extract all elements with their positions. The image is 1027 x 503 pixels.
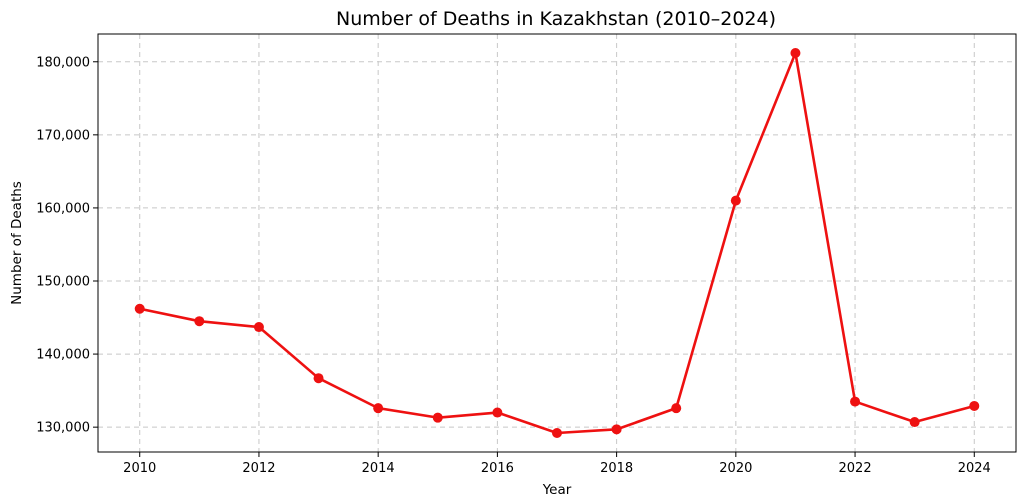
- y-tick-label: 160,000: [36, 201, 90, 216]
- y-axis-label: Number of Deaths: [9, 181, 25, 305]
- y-tick-label: 180,000: [36, 55, 90, 70]
- x-tick-label: 2010: [123, 461, 156, 476]
- x-axis-ticks: 2010 2012 2014 2016 2018 2020 2022 2024: [123, 452, 991, 476]
- data-point: [492, 407, 503, 418]
- x-tick-label: 2022: [839, 461, 872, 476]
- data-point: [969, 400, 980, 411]
- x-axis-label: Year: [542, 482, 572, 498]
- series-line: [138, 51, 976, 435]
- data-point: [313, 373, 324, 384]
- data-point: [730, 195, 741, 206]
- data-point: [850, 396, 861, 407]
- x-tick-label: 2012: [242, 461, 275, 476]
- series-layer: [134, 48, 980, 438]
- grid: [98, 34, 1016, 452]
- data-point: [134, 303, 145, 314]
- x-tick-label: 2016: [481, 461, 514, 476]
- x-tick-label: 2020: [719, 461, 752, 476]
- data-point: [790, 48, 801, 58]
- data-point: [253, 322, 264, 333]
- data-point: [671, 403, 682, 414]
- x-tick-label: 2014: [362, 461, 395, 476]
- data-point: [552, 428, 562, 438]
- data-point: [194, 316, 205, 327]
- plot-frame: [97, 33, 1017, 453]
- y-tick-label: 170,000: [36, 128, 90, 143]
- data-point: [373, 403, 384, 414]
- data-point: [909, 417, 920, 428]
- y-tick-label: 140,000: [36, 348, 90, 363]
- y-tick-label: 130,000: [36, 421, 90, 436]
- data-point: [611, 424, 622, 435]
- x-tick-label: 2024: [958, 461, 991, 476]
- y-tick-label: 150,000: [36, 275, 90, 290]
- y-axis-ticks: 130,000 140,000 150,000 160,000 170,000 180,0…: [36, 55, 98, 436]
- x-tick-label: 2018: [600, 461, 633, 476]
- chart-title: Number of Deaths in Kazakhstan (2010–202…: [336, 8, 776, 30]
- data-point: [432, 412, 443, 423]
